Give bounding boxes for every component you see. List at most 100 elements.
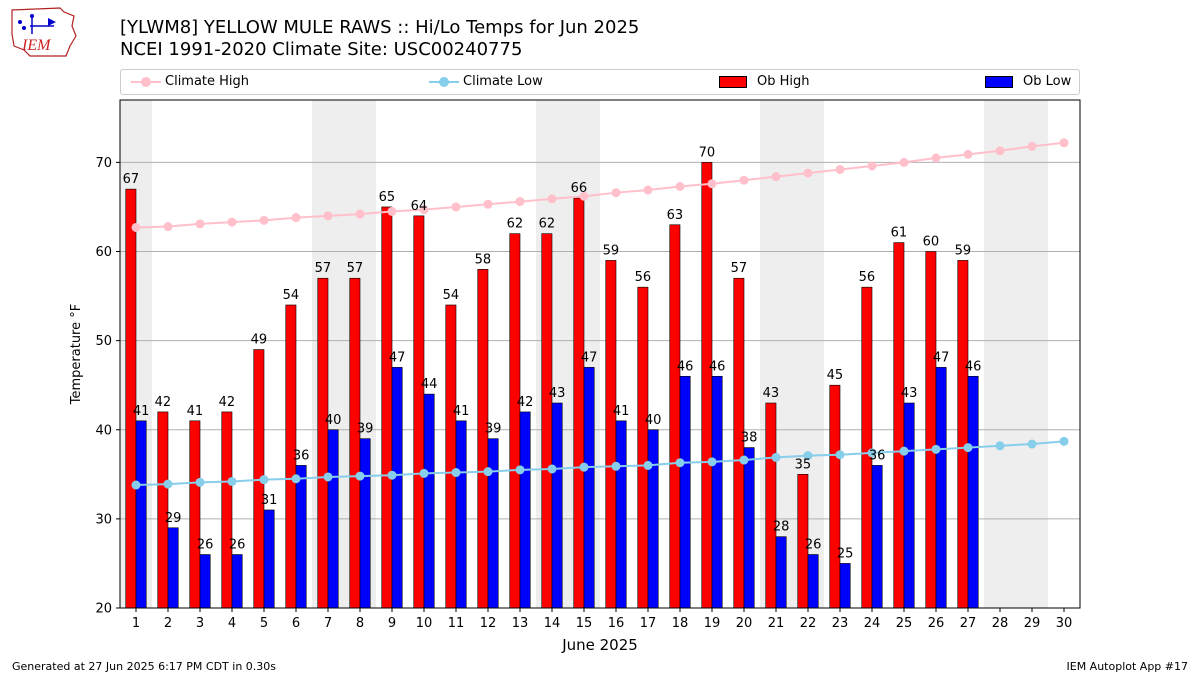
climate-low-point: [739, 455, 749, 465]
ob-low-bar: [359, 438, 371, 609]
ob-high-bar: [605, 260, 617, 609]
grid-lines: [120, 161, 1080, 520]
ob-low-bar: [327, 429, 339, 609]
ob-low-label: 38: [741, 431, 758, 446]
ob-low-label: 26: [805, 538, 822, 553]
ob-low-label: 28: [773, 520, 790, 535]
climate-high-point: [867, 161, 877, 171]
ob-low-label: 46: [709, 359, 726, 374]
ob-low-label: 29: [165, 511, 182, 526]
ob-high-bar: [765, 402, 777, 609]
x-tick-label: 15: [576, 616, 593, 631]
x-tick-label: 4: [228, 616, 236, 631]
climate-low-point: [995, 441, 1005, 451]
ob-high-bar: [189, 420, 201, 609]
climate-high-line: [135, 141, 1065, 229]
x-tick-label: 12: [480, 616, 497, 631]
ob-low-label: 26: [197, 538, 214, 553]
climate-low-point: [515, 465, 525, 475]
climate-high-point: [675, 181, 685, 191]
ob-low-bar: [647, 429, 659, 609]
climate-high-point: [1059, 138, 1069, 148]
ob-high-bar: [381, 206, 393, 609]
data-labels: 67 41 42 29 41 26 42 26 49 31 54 36 57 40 57 39 65 47 64 44…: [123, 145, 982, 561]
climate-high-point: [995, 146, 1005, 156]
y-tick-label: 70: [95, 156, 112, 171]
ob-low-label: 44: [421, 377, 438, 392]
climate-low-point: [1059, 436, 1069, 446]
climate-low-point: [835, 450, 845, 460]
iem-logo: IEM: [11, 7, 77, 57]
ob-low-bar: [583, 367, 595, 609]
weekend-band: [536, 100, 600, 608]
ob-high-label: 57: [315, 261, 332, 276]
ob-low-label: 46: [965, 359, 982, 374]
ob-low-label: 39: [485, 422, 502, 437]
x-tick-label: 18: [672, 616, 689, 631]
climate-high-point: [355, 209, 365, 219]
ob-high-bar: [413, 215, 425, 609]
climate-low-point: [579, 462, 589, 472]
ob-high-bar: [349, 277, 361, 609]
bars: [125, 162, 979, 609]
climate-high-point: [419, 205, 429, 215]
x-tick-label: 14: [544, 616, 561, 631]
climate-high-point: [227, 217, 237, 227]
ob-low-bar: [679, 375, 691, 609]
ob-high-label: 65: [379, 190, 396, 205]
logo-text: IEM: [21, 37, 52, 54]
ob-high-label: 64: [411, 199, 428, 214]
climate-high-point: [579, 191, 589, 201]
x-tick-label: 27: [960, 616, 977, 631]
ob-low-label: 40: [325, 413, 342, 428]
climate-low-point: [547, 464, 557, 474]
climate-lines: [131, 138, 1069, 490]
ob-high-bar: [253, 349, 265, 609]
ob-low-bar: [967, 375, 979, 609]
climate-low-line: [135, 440, 1065, 487]
x-tick-label: 10: [416, 616, 433, 631]
y-tick-label: 40: [95, 423, 112, 438]
climate-low-point: [419, 468, 429, 478]
ob-high-bar: [157, 411, 169, 609]
ob-high-label: 58: [475, 252, 492, 267]
climate-low-point: [803, 451, 813, 461]
ob-low-bar: [231, 554, 243, 609]
climate-low-point: [675, 458, 685, 468]
ob-low-label: 36: [869, 448, 886, 463]
climate-low-point: [963, 443, 973, 453]
ob-high-bar: [925, 251, 937, 609]
ob-high-label: 41: [187, 404, 204, 419]
ob-low-bar: [487, 438, 499, 609]
ob-high-label: 57: [347, 261, 364, 276]
climate-high-point: [1027, 141, 1037, 151]
climate-high-point: [803, 168, 813, 178]
ob-low-bar: [935, 367, 947, 609]
ob-high-bar: [573, 197, 585, 609]
x-tick-label: 20: [736, 616, 753, 631]
ob-high-label: 56: [859, 270, 876, 285]
climate-high-point: [131, 222, 141, 232]
x-tick-label: 25: [896, 616, 913, 631]
ob-low-label: 41: [453, 404, 470, 419]
ob-high-bar: [477, 269, 489, 609]
ob-high-label: 56: [635, 270, 652, 285]
y-tick-label: 50: [95, 334, 112, 349]
ob-high-label: 61: [891, 226, 908, 241]
ob-high-bar: [541, 233, 553, 609]
ob-low-bar: [711, 375, 723, 609]
x-tick-label: 7: [324, 616, 332, 631]
ob-low-label: 42: [517, 395, 534, 410]
climate-high-point: [963, 149, 973, 159]
x-tick-label: 21: [768, 616, 785, 631]
legend-label: Ob High: [757, 74, 810, 89]
x-tick-label: 1: [132, 616, 140, 631]
generated-timestamp: Generated at 27 Jun 2025 6:17 PM CDT in …: [12, 660, 277, 673]
ob-high-label: 59: [603, 243, 620, 258]
ob-high-label: 42: [219, 395, 236, 410]
x-tick-label: 6: [292, 616, 300, 631]
x-tick-label: 16: [608, 616, 625, 631]
climate-high-point: [547, 194, 557, 204]
y-tick-label: 30: [95, 512, 112, 527]
ob-high-bar: [221, 411, 233, 609]
